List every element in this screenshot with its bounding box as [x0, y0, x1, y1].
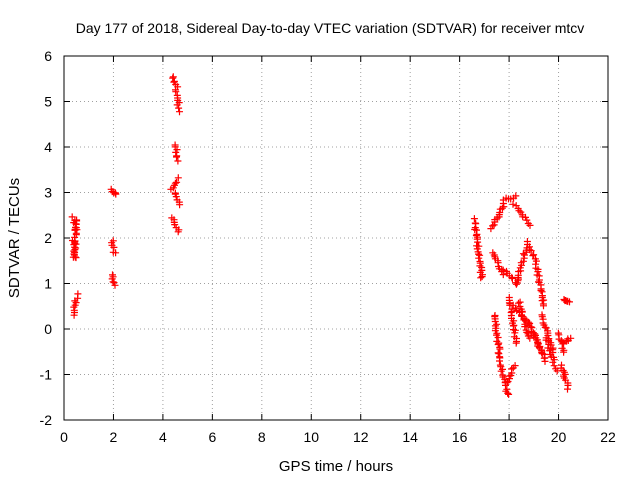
chart-title: Day 177 of 2018, Sidereal Day-to-day VTE… [76, 20, 585, 36]
data-point-cluster [108, 237, 120, 257]
data-point-cluster [470, 215, 486, 282]
data-point-cluster [531, 330, 549, 365]
data-point-cluster [487, 200, 508, 233]
x-tick-label: 22 [600, 429, 616, 445]
y-tick-label: 2 [44, 230, 52, 246]
data-point-cluster [108, 271, 119, 289]
data-point-cluster [489, 249, 507, 279]
y-axis-title: SDTVAR / TECUs [6, 178, 23, 298]
data-point-cluster [107, 185, 120, 198]
data-point-cluster [499, 192, 520, 204]
y-tick-label: 3 [44, 185, 52, 201]
x-tick-label: 12 [353, 429, 369, 445]
gridlines [64, 56, 608, 420]
x-tick-label: 14 [402, 429, 418, 445]
y-tick-label: -2 [40, 412, 53, 428]
x-tick-label: 20 [551, 429, 567, 445]
data-point-cluster [503, 362, 519, 387]
x-tick-label: 0 [60, 429, 68, 445]
x-tick-label: 10 [303, 429, 319, 445]
data-point-cluster [557, 361, 572, 393]
data-point-cluster [172, 86, 183, 116]
data-point-cluster [532, 260, 548, 310]
x-tick-label: 6 [208, 429, 216, 445]
y-tick-label: -1 [40, 367, 53, 383]
data-point-cluster [515, 298, 534, 342]
x-tick-label: 4 [159, 429, 167, 445]
data-point-cluster [69, 216, 81, 261]
data-point-cluster [168, 214, 183, 236]
data-point-cluster [171, 189, 184, 209]
x-tick-label: 2 [110, 429, 118, 445]
data-point-cluster [523, 238, 540, 265]
data-point-cluster [542, 334, 561, 375]
y-tick-label: 4 [44, 139, 52, 155]
y-tick-label: 6 [44, 48, 52, 64]
y-tick-label: 0 [44, 321, 52, 337]
data-point-cluster [171, 141, 182, 165]
y-tick-label: 5 [44, 94, 52, 110]
x-axis-title: GPS time / hours [279, 458, 393, 475]
data-point-cluster [169, 73, 182, 91]
data-point-cluster [70, 290, 82, 319]
data-point-cluster [491, 312, 504, 365]
data-point-cluster [509, 200, 534, 229]
data-points [68, 73, 575, 398]
data-point-cluster [167, 174, 182, 193]
x-tick-label: 18 [501, 429, 517, 445]
data-point-cluster [560, 296, 573, 306]
x-tick-label: 16 [452, 429, 468, 445]
data-point-cluster [560, 334, 575, 347]
y-tick-label: 1 [44, 276, 52, 292]
x-tick-label: 8 [258, 429, 266, 445]
